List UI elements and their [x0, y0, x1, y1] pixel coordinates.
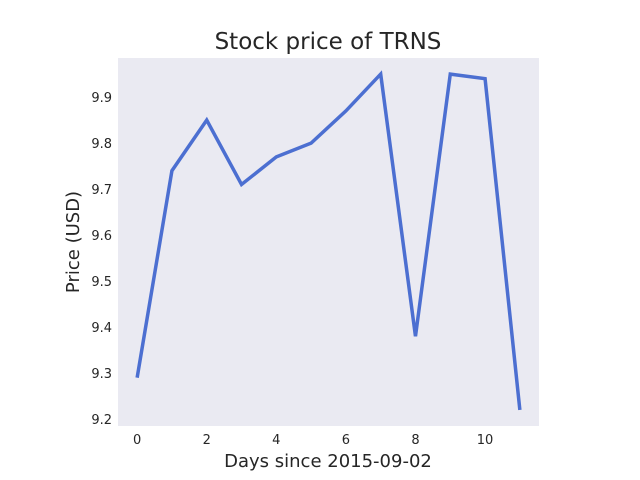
y-tick-label: 9.8 [91, 137, 112, 152]
plot-area [118, 58, 539, 426]
y-tick-label: 9.5 [91, 275, 112, 290]
y-tick-label: 9.4 [91, 321, 112, 336]
x-tick-label: 4 [272, 433, 280, 448]
x-tick-label: 10 [477, 433, 494, 448]
x-axis-label: Days since 2015-09-02 [224, 451, 432, 472]
y-tick-label: 9.7 [91, 183, 112, 198]
x-tick-label: 6 [342, 433, 350, 448]
series-line [135, 70, 522, 411]
y-tick-label: 9.2 [91, 413, 112, 428]
x-axis-ticks: 0 2 4 6 8 10 [133, 433, 493, 448]
y-axis-ticks: 9.2 9.3 9.4 9.5 9.6 9.7 9.8 9.9 [91, 91, 112, 428]
y-tick-label: 9.9 [91, 91, 112, 106]
chart-title: Stock price of TRNS [215, 29, 442, 55]
x-tick-label: 0 [133, 433, 141, 448]
x-tick-label: 2 [203, 433, 211, 448]
y-tick-label: 9.3 [91, 367, 112, 382]
x-tick-label: 8 [411, 433, 419, 448]
y-axis-label: Price (USD) [63, 191, 84, 293]
y-tick-label: 9.6 [91, 229, 112, 244]
